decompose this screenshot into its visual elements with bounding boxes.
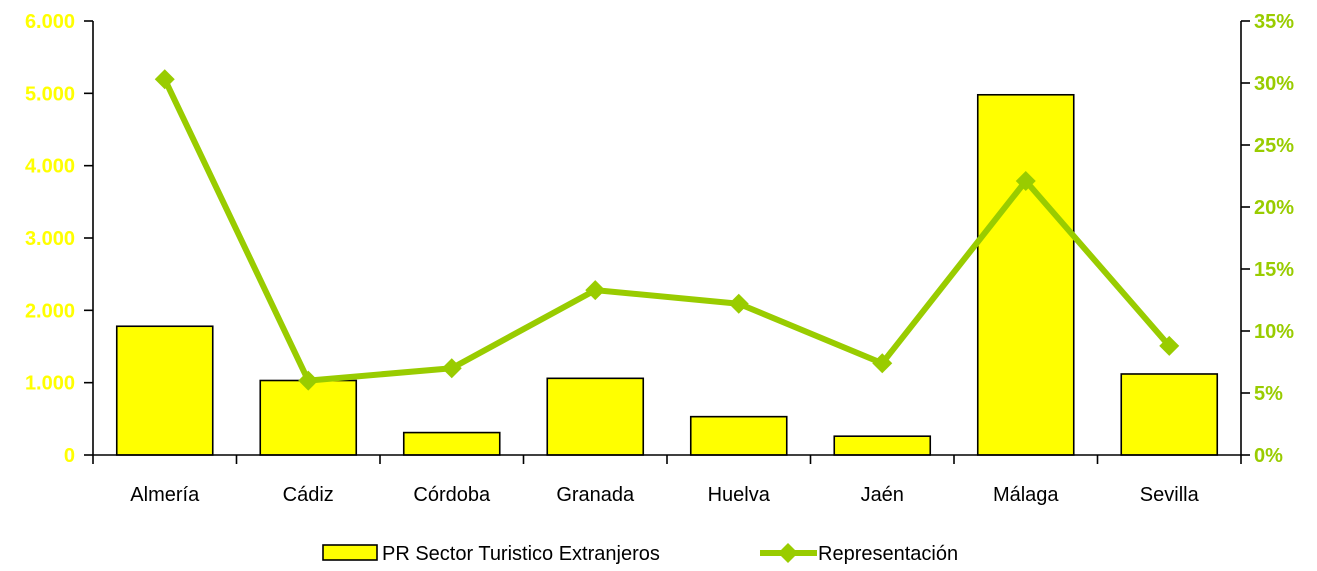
x-tick-label: Sevilla — [1140, 484, 1200, 506]
right-tick-label: 20% — [1254, 197, 1294, 219]
x-tick-label: Jaén — [861, 484, 904, 506]
bar-málaga — [976, 93, 1075, 456]
line-marker-huelva — [728, 293, 749, 314]
legend-swatch-bars — [322, 544, 378, 561]
bar-cádiz — [259, 379, 358, 456]
line-marker-almería — [154, 69, 175, 90]
x-tick-label: Córdoba — [413, 484, 491, 506]
right-tick-label: 35% — [1254, 11, 1294, 33]
left-tick-label: 1.000 — [25, 373, 75, 395]
left-tick-label: 0 — [64, 445, 75, 467]
bar-almería — [115, 325, 214, 456]
x-tick-label: Málaga — [993, 484, 1059, 506]
line-representacion — [162, 77, 1172, 384]
left-tick-label: 3.000 — [25, 228, 75, 250]
left-tick-label: 6.000 — [25, 11, 75, 33]
right-tick-label: 30% — [1254, 73, 1294, 95]
right-tick-label: 25% — [1254, 135, 1294, 157]
left-tick-label: 4.000 — [25, 156, 75, 178]
x-tick-label: Almería — [130, 484, 200, 506]
bar-granada — [546, 377, 645, 456]
line-marker-jaén — [872, 353, 893, 374]
legend-label-line: Representación — [818, 543, 958, 565]
left-tick-label: 5.000 — [25, 83, 75, 105]
right-tick-label: 0% — [1254, 445, 1283, 467]
bar-córdoba — [402, 431, 501, 456]
line-marker-cádiz — [298, 370, 319, 391]
x-tick-label: Huelva — [708, 484, 771, 506]
right-tick-label: 10% — [1254, 321, 1294, 343]
legend-swatch-marker — [778, 543, 798, 563]
line-marker-sevilla — [1159, 335, 1180, 356]
x-tick-label: Granada — [556, 484, 635, 506]
right-tick-label: 15% — [1254, 259, 1294, 281]
bar-sevilla — [1120, 373, 1219, 456]
legend-label-bars: PR Sector Turistico Extranjeros — [382, 543, 660, 565]
line-marker-málaga — [1015, 170, 1036, 191]
line-marker-córdoba — [441, 358, 462, 379]
right-tick-label: 5% — [1254, 383, 1283, 405]
line-marker-granada — [585, 280, 606, 301]
bar-huelva — [689, 415, 788, 456]
bar-jaén — [833, 435, 932, 456]
left-tick-label: 2.000 — [25, 300, 75, 322]
x-tick-label: Cádiz — [283, 484, 334, 506]
